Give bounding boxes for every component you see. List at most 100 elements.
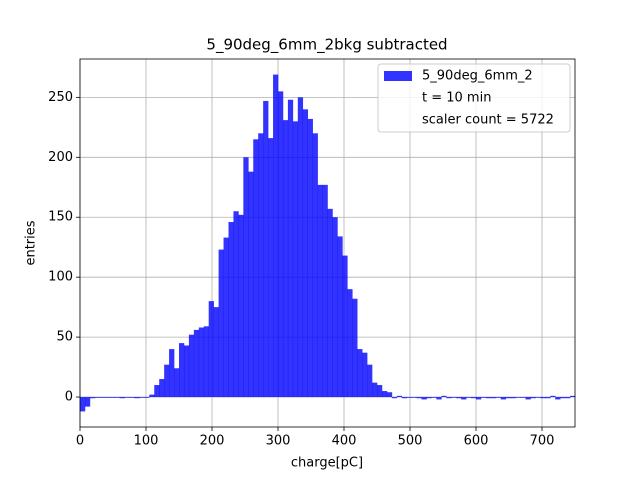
bar [109,397,115,398]
bar [278,91,284,398]
bar [317,184,323,398]
bar [401,397,407,399]
chart-title: 5_90deg_6mm_2bkg subtracted [206,36,447,55]
bar [565,397,571,399]
y-tick-label: 50 [56,330,73,345]
bar [426,397,432,399]
bar [302,109,308,398]
bar [233,211,239,398]
bar [540,397,546,399]
bar [297,97,304,398]
bar [386,392,393,398]
bar [441,395,447,398]
bar [476,397,482,400]
bar [421,397,427,400]
bar [352,298,358,398]
ticks: 0 100 200 300 400 500 600 700 0 50 100 150 200 250 [48,90,554,449]
bar [446,397,452,399]
x-tick-label: 400 [332,434,357,449]
bar [253,139,259,398]
bar [391,397,398,399]
bar [282,120,289,398]
bar [411,397,417,398]
bar [213,307,219,398]
x-tick-label: 100 [134,434,159,449]
bar [258,133,264,398]
bar [169,349,175,398]
bar [505,397,511,399]
bar [134,397,140,399]
bar [416,397,422,399]
bar [495,397,502,398]
bar [367,364,373,398]
x-tick-label: 700 [530,434,555,449]
bar [223,237,229,398]
bar [406,397,412,398]
bar [203,326,209,398]
bar [114,397,120,398]
bar [510,397,516,399]
bar [292,121,299,398]
bar [436,397,442,400]
bar [342,255,348,398]
x-axis-label: charge[pC] [291,456,363,471]
bar [149,394,155,398]
bar [480,397,487,398]
y-axis-label: entries [24,220,39,265]
bar [545,397,551,399]
bar [372,382,378,398]
bar [99,397,106,398]
bar [287,99,294,398]
plot-frame [79,58,576,428]
bar [461,397,467,400]
y-tick-label: 150 [48,210,73,225]
bar [80,397,86,412]
bar [431,397,437,398]
bar [515,397,521,398]
x-tick-label: 600 [464,434,489,449]
legend-text: scaler count = 5722 [422,113,554,128]
bar [570,395,576,398]
bar [490,397,497,399]
y-tick-label: 100 [48,270,73,285]
bar [208,301,214,398]
bar [139,397,145,398]
bar [218,249,224,398]
bar [174,368,180,398]
bar [530,397,536,399]
bar [179,343,185,398]
bar [322,184,328,398]
bar [243,157,249,398]
bar [238,214,244,398]
bar [188,334,195,398]
bar [357,349,363,398]
bar [555,397,561,400]
bar [129,397,135,398]
bar [248,171,254,398]
bar [466,397,472,398]
bar [89,397,96,399]
bar [94,397,101,398]
bar [228,222,234,398]
bar [268,138,274,398]
legend-text: t = 10 min [422,91,491,106]
bar [381,391,388,398]
bar [124,397,130,398]
bar [273,74,279,398]
bar [104,397,110,398]
bar [535,397,541,398]
y-tick-label: 0 [65,390,73,405]
bar [362,352,368,398]
bar [198,327,205,398]
bar [456,397,462,399]
bar [525,397,531,400]
bar [193,329,200,398]
bar [144,397,150,398]
bars [80,74,576,412]
x-tick-label: 300 [266,434,291,449]
x-tick-label: 500 [398,434,423,449]
bar [377,385,383,398]
legend-label: 5_90deg_6mm_2 [422,69,533,84]
bar [84,397,91,407]
